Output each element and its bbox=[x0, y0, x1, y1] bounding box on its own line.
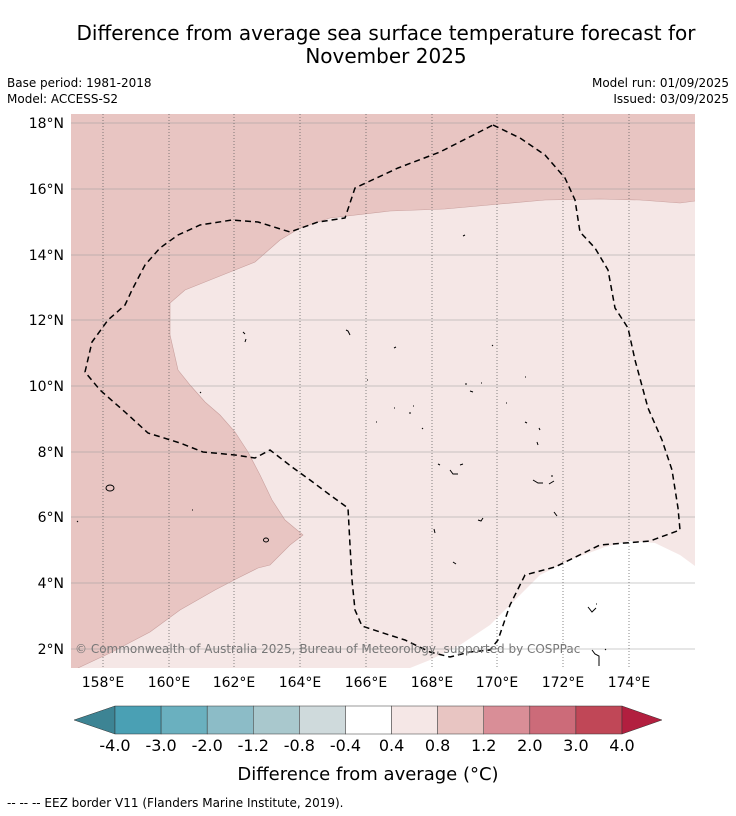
colorbar-tick-label: -2.0 bbox=[192, 736, 223, 755]
colorbar-box bbox=[483, 705, 531, 735]
colorbar-box bbox=[206, 705, 254, 735]
colorbar-tick-label: 0.8 bbox=[425, 736, 450, 755]
lon-label: 174°E bbox=[608, 675, 651, 691]
lat-axis-labels: 18°N 16°N 14°N 12°N 10°N 8°N 6°N 4°N 2°N bbox=[29, 116, 64, 658]
colorbar: -4.0 -3.0 -2.0 -1.2 -0.8 -0.4 0.4 0.8 1.2 2.0 3.0 4… bbox=[73, 705, 663, 755]
lat-label: 10°N bbox=[29, 379, 64, 395]
island bbox=[105, 484, 115, 492]
colorbar-tick-label: -4.0 bbox=[99, 736, 130, 755]
colorbar-box bbox=[160, 705, 208, 735]
colorbar-tick-labels: -4.0 -3.0 -2.0 -1.2 -0.8 -0.4 0.4 0.8 1.2 2.0 3.0 4… bbox=[99, 736, 634, 755]
lat-gridlines bbox=[71, 122, 695, 650]
lat-label: 12°N bbox=[29, 313, 64, 329]
islands bbox=[76, 234, 607, 666]
lat-label: 16°N bbox=[29, 182, 64, 198]
colorbar-over-arrow bbox=[621, 705, 663, 735]
colorbar-tick-label: 4.0 bbox=[609, 736, 634, 755]
colorbar-box bbox=[114, 705, 162, 735]
title-line-2: November 2025 bbox=[305, 44, 467, 68]
lat-label: 18°N bbox=[29, 116, 64, 132]
island bbox=[452, 561, 457, 565]
colorbar-box bbox=[529, 705, 577, 735]
island bbox=[591, 648, 607, 666]
lon-label: 158°E bbox=[82, 675, 125, 691]
island bbox=[462, 234, 466, 237]
colorbar-tick-label: -0.4 bbox=[330, 736, 361, 755]
island bbox=[491, 344, 494, 347]
island bbox=[553, 511, 558, 517]
title-line-1: Difference from average sea surface temp… bbox=[76, 21, 696, 45]
contour-line-0-8 bbox=[77, 198, 695, 668]
colorbar-tick-label: 1.2 bbox=[471, 736, 496, 755]
base-period: Base period: 1981-2018 bbox=[7, 76, 152, 90]
island bbox=[433, 517, 484, 534]
island bbox=[587, 603, 597, 613]
colorbar-tick-label: -0.8 bbox=[284, 736, 315, 755]
colorbar-tick-label: -3.0 bbox=[145, 736, 176, 755]
island bbox=[532, 475, 555, 485]
lat-label: 6°N bbox=[38, 510, 64, 526]
island bbox=[263, 537, 269, 543]
colorbar-tick-label: 2.0 bbox=[517, 736, 542, 755]
issued-date: Issued: 03/09/2025 bbox=[613, 92, 729, 106]
lat-label: 14°N bbox=[29, 248, 64, 264]
lat-label: 2°N bbox=[38, 642, 64, 658]
lon-label: 162°E bbox=[213, 675, 256, 691]
colorbar-box bbox=[437, 705, 484, 735]
meta-left: Base period: 1981-2018 Model: ACCESS-S2 bbox=[7, 75, 152, 107]
eez-footnote: -- -- -- EEZ border V11 (Flanders Marine… bbox=[7, 796, 344, 810]
colorbar-box bbox=[575, 705, 623, 735]
colorbar-box bbox=[391, 705, 438, 735]
island bbox=[76, 391, 202, 523]
anomaly-band-neutral bbox=[410, 541, 695, 668]
island bbox=[421, 427, 441, 466]
colorbar-box bbox=[299, 705, 346, 735]
island bbox=[409, 405, 414, 414]
colorbar-box bbox=[253, 705, 300, 735]
eez-border bbox=[84, 124, 681, 658]
lon-label: 166°E bbox=[345, 675, 388, 691]
lon-label: 164°E bbox=[279, 675, 322, 691]
colorbar-under-arrow bbox=[73, 705, 116, 735]
colorbar-boxes bbox=[114, 705, 623, 735]
island bbox=[393, 346, 397, 349]
lon-label: 170°E bbox=[476, 675, 519, 691]
map-area: © Commonwealth of Australia 2025, Bureau… bbox=[71, 114, 695, 668]
map-title: Difference from average sea surface temp… bbox=[40, 22, 732, 68]
island bbox=[524, 421, 541, 446]
model-name: Model: ACCESS-S2 bbox=[7, 92, 119, 106]
island bbox=[465, 382, 482, 393]
colorbar-box bbox=[345, 705, 392, 735]
lon-label: 172°E bbox=[542, 675, 585, 691]
anomaly-band-0-4-0-8 bbox=[78, 199, 695, 668]
lon-axis-labels: 158°E 160°E 162°E 164°E 166°E 168°E 170°… bbox=[82, 675, 651, 691]
colorbar-tick-label: -1.2 bbox=[238, 736, 269, 755]
copyright-watermark: © Commonwealth of Australia 2025, Bureau… bbox=[75, 642, 580, 656]
meta-right: Model run: 01/09/2025 Issued: 03/09/2025 bbox=[592, 75, 729, 107]
island bbox=[345, 329, 351, 336]
island bbox=[367, 376, 526, 423]
colorbar-tick-label: 3.0 bbox=[563, 736, 588, 755]
island bbox=[242, 331, 247, 343]
colorbar-tick-label: 0.4 bbox=[379, 736, 404, 755]
island bbox=[449, 463, 464, 475]
model-run: Model run: 01/09/2025 bbox=[591, 76, 729, 90]
lat-label: 4°N bbox=[38, 576, 64, 592]
lon-label: 160°E bbox=[148, 675, 191, 691]
colorbar-label: Difference from average (°C) bbox=[237, 764, 498, 785]
lat-label: 8°N bbox=[38, 445, 64, 461]
lon-label: 168°E bbox=[411, 675, 454, 691]
lon-gridlines bbox=[102, 114, 630, 668]
